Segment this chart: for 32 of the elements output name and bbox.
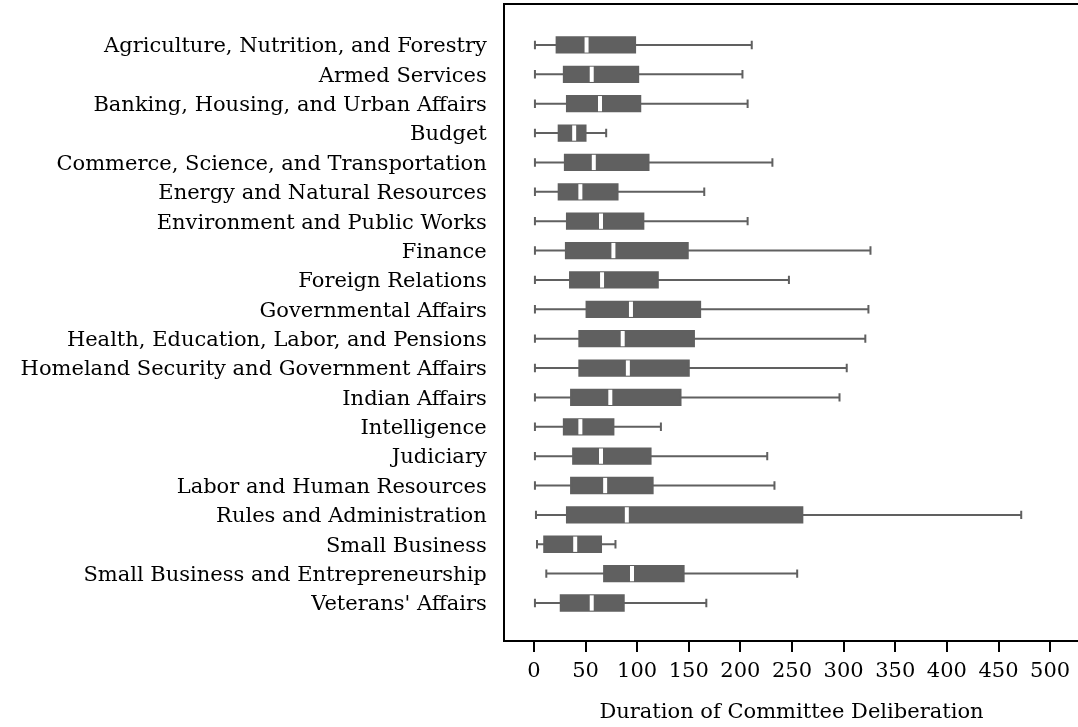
y-tick-label: Homeland Security and Government Affairs	[20, 356, 487, 381]
y-tick-label: Health, Education, Labor, and Pensions	[66, 327, 487, 351]
y-tick-label: Commerce, Science, and Transportation	[56, 150, 487, 175]
y-tick-label: Labor and Human Resources	[176, 473, 487, 498]
y-tick-label: Agriculture, Nutrition, and Forestry	[103, 33, 487, 58]
y-tick-label: Governmental Affairs	[259, 297, 487, 322]
y-tick-label: Rules and Administration	[216, 503, 487, 528]
y-tick-label: Small Business	[325, 532, 487, 557]
x-tick-label: 50	[572, 658, 599, 683]
x-tick-label: 450	[978, 658, 1019, 683]
y-tick-label: Indian Affairs	[342, 385, 487, 410]
x-tick-label: 150	[668, 658, 709, 683]
y-tick-label: Armed Services	[317, 62, 487, 87]
y-tick-label: Veterans' Affairs	[310, 591, 487, 616]
y-tick-label: Banking, Housing, and Urban Affairs	[93, 92, 487, 117]
x-tick-label: 200	[720, 658, 761, 683]
y-tick-label: Judiciary	[389, 444, 487, 469]
y-tick-label: Budget	[410, 121, 488, 146]
y-tick-label: Energy and Natural Resources	[158, 180, 487, 205]
y-tick-label: Finance	[401, 238, 487, 263]
x-tick-label: 250	[771, 658, 813, 683]
x-tick-label: 300	[823, 658, 864, 683]
x-tick-label: 350	[875, 658, 916, 683]
y-tick-label: Intelligence	[360, 415, 487, 440]
y-tick-label: Small Business and Entrepreneurship	[83, 561, 487, 586]
x-tick-label: 400	[926, 658, 967, 683]
x-tick-label: 0	[527, 658, 541, 683]
x-tick-label: 500	[1030, 658, 1071, 683]
y-tick-label: Foreign Relations	[298, 268, 487, 293]
y-tick-label: Environment and Public Works	[156, 209, 487, 234]
x-axis-title: Duration of Committee Deliberation	[599, 698, 984, 723]
x-tick-label: 100	[617, 658, 658, 683]
